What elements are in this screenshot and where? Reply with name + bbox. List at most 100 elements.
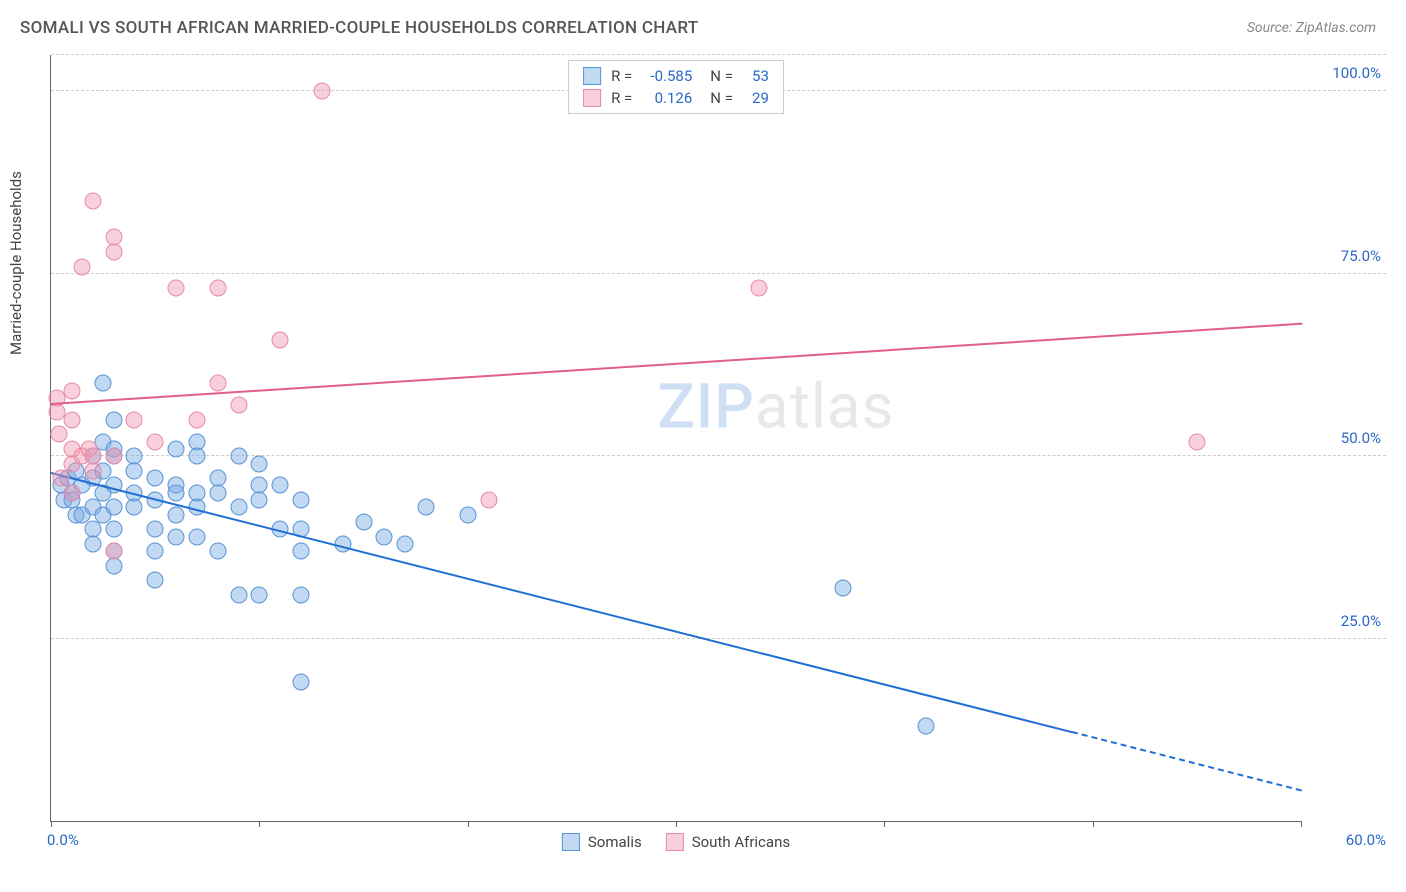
y-tick-label: 25.0% [1341,612,1381,630]
data-point [293,543,310,560]
x-tick [884,821,885,827]
legend-item: South Africans [666,833,790,851]
data-point [147,470,164,487]
data-point [168,280,185,297]
data-point [168,528,185,545]
data-point [459,506,476,523]
source-link[interactable]: ZipAtlas.com [1296,20,1376,36]
x-tick [676,821,677,827]
data-point [147,572,164,589]
data-point [84,192,101,209]
y-tick-label: 100.0% [1332,64,1381,82]
data-point [293,674,310,691]
data-point [272,477,289,494]
data-point [63,484,80,501]
data-point [251,586,268,603]
data-point [84,462,101,479]
data-point [293,492,310,509]
stat-n-value: 29 [743,89,769,107]
data-point [209,280,226,297]
plot-area: Married-couple Households ZIPatlas R =-0… [50,55,1301,822]
data-point [230,448,247,465]
data-point [397,535,414,552]
gridline [51,455,1386,456]
x-tick [468,821,469,827]
trend-line [51,473,1073,734]
data-point [168,484,185,501]
data-point [105,243,122,260]
gridline [51,273,1386,274]
data-point [918,718,935,735]
data-point [51,426,68,443]
data-point [251,492,268,509]
legend-swatch [666,833,684,851]
data-point [1188,433,1205,450]
data-point [147,521,164,538]
data-point [209,484,226,501]
y-axis-label: Married-couple Households [7,171,25,355]
x-tick [1301,821,1302,827]
data-point [74,258,91,275]
series-legend: SomalisSouth Africans [562,833,790,851]
data-point [188,411,205,428]
data-point [230,586,247,603]
chart-container: Married-couple Households ZIPatlas R =-0… [50,55,1386,852]
stat-r-label: R = [611,67,632,85]
data-point [63,382,80,399]
x-tick [1093,821,1094,827]
x-tick [51,821,52,827]
stat-n-label: N = [710,89,733,107]
watermark: ZIPatlas [657,371,894,444]
data-point [834,579,851,596]
data-point [230,397,247,414]
data-point [355,513,372,530]
data-point [63,411,80,428]
data-point [105,448,122,465]
legend-label: South Africans [692,833,790,851]
data-point [168,440,185,457]
stats-legend-row: R = -0.585 N = 53 [583,65,769,87]
x-tick [259,821,260,827]
data-point [251,455,268,472]
data-point [188,448,205,465]
x-axis-max-label: 60.0% [1346,831,1386,849]
data-point [480,492,497,509]
data-point [313,83,330,100]
stats-legend-row: R = 0.126 N = 29 [583,87,769,109]
legend-swatch [583,67,601,85]
data-point [418,499,435,516]
data-point [376,528,393,545]
data-point [126,499,143,516]
data-point [230,499,247,516]
data-point [105,557,122,574]
data-point [751,280,768,297]
legend-swatch [583,89,601,107]
stat-r-label: R = [611,89,632,107]
source-attribution: Source: ZipAtlas.com [1247,20,1376,36]
stat-n-label: N = [710,67,733,85]
y-tick-label: 75.0% [1341,247,1381,265]
data-point [105,499,122,516]
gridline [51,638,1386,639]
data-point [126,411,143,428]
chart-title: SOMALI VS SOUTH AFRICAN MARRIED-COUPLE H… [20,18,698,38]
stat-r-value: -0.585 [642,67,692,85]
data-point [105,521,122,538]
y-tick-label: 50.0% [1341,429,1381,447]
data-point [293,586,310,603]
data-point [168,506,185,523]
data-point [147,543,164,560]
gridline [51,54,1386,55]
data-point [105,411,122,428]
trend-line [51,323,1302,405]
stat-r-value: 0.126 [642,89,692,107]
trend-line-extrapolated [1072,731,1302,791]
data-point [188,528,205,545]
data-point [84,535,101,552]
data-point [147,433,164,450]
stats-legend: R = -0.585 N = 53 R = 0.126 N = 29 [568,60,784,114]
data-point [272,331,289,348]
data-point [95,375,112,392]
stat-n-value: 53 [743,67,769,85]
data-point [126,462,143,479]
